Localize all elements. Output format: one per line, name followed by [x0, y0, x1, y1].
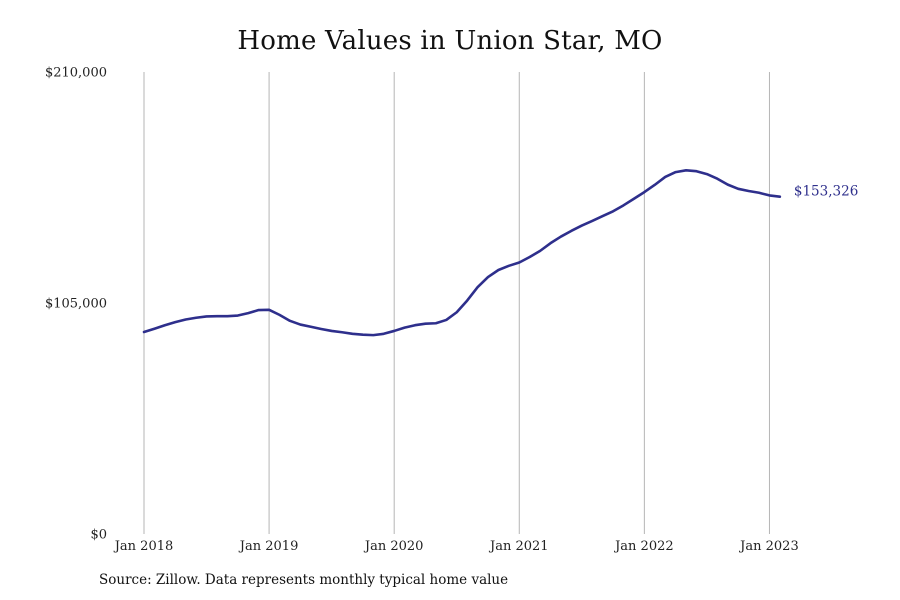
x-tick-label: Jan 2019 [238, 539, 299, 554]
end-value-label: $153,326 [794, 184, 858, 200]
vertical-gridlines [143, 72, 770, 534]
series-line-group [142, 169, 782, 337]
y-axis-tick-labels: $0 $105,000 $210,000 [45, 66, 107, 543]
x-tick-label: Jan 2020 [363, 539, 424, 554]
x-tick-label: Jan 2021 [488, 539, 549, 554]
source-note: Source: Zillow. Data represents monthly … [99, 572, 509, 588]
end-label-group: $153,326 [794, 184, 858, 200]
y-tick-label: $0 [90, 528, 107, 543]
chart-title: Home Values in Union Star, MO [237, 26, 663, 56]
y-tick-label: $210,000 [45, 66, 107, 81]
x-axis-tick-labels: Jan 2018 Jan 2019 Jan 2020 Jan 2021 Jan 2022… [113, 539, 799, 554]
x-tick-label: Jan 2022 [613, 539, 674, 554]
x-tick-label: Jan 2018 [113, 539, 174, 554]
x-tick-label: Jan 2023 [738, 539, 799, 554]
series-line [142, 169, 782, 337]
y-tick-label: $105,000 [45, 297, 107, 312]
